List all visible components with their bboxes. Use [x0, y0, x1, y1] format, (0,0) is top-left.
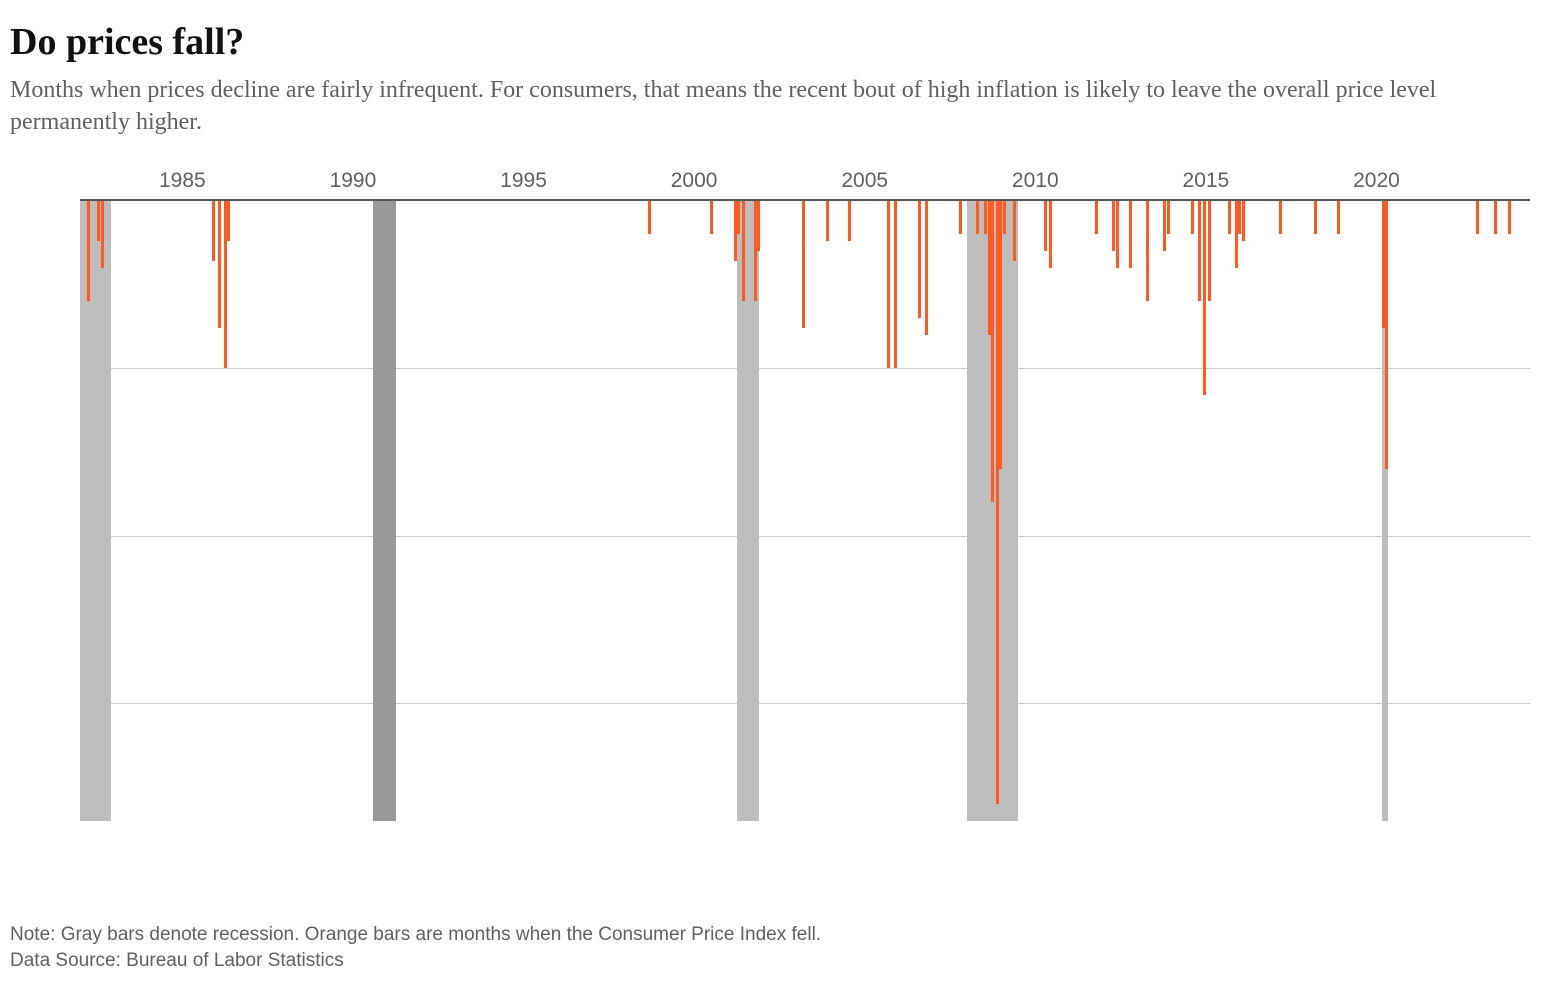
x-tick-label: 1985 [159, 169, 206, 193]
recession-band [80, 201, 111, 821]
price-decline-bar [894, 201, 897, 369]
price-decline-bar [802, 201, 805, 328]
x-tick-label: 1990 [330, 169, 377, 193]
price-decline-bar [1049, 201, 1052, 268]
price-decline-bar [742, 201, 745, 302]
price-decline-bar [1238, 201, 1241, 235]
price-decline-bar [1203, 201, 1206, 395]
price-decline-bar [1494, 201, 1497, 235]
price-decline-bar [1095, 201, 1098, 235]
price-decline-bar [1044, 201, 1047, 251]
gridline [80, 536, 1530, 537]
price-decline-bar [925, 201, 928, 335]
price-decline-bar [976, 201, 979, 235]
price-decline-bar [1508, 201, 1511, 235]
recession-band [373, 201, 395, 821]
x-tick-label: 2000 [671, 169, 718, 193]
price-decline-bar [1146, 201, 1149, 302]
price-decline-bar [959, 201, 962, 235]
price-decline-bar [1314, 201, 1317, 235]
price-decline-bar [999, 201, 1002, 469]
price-decline-bar [1208, 201, 1211, 302]
price-decline-bar [212, 201, 215, 261]
price-decline-bar [218, 201, 221, 328]
price-decline-bar [1167, 201, 1170, 235]
price-decline-bar [1003, 201, 1006, 235]
chart-title: Do prices fall? [10, 20, 1540, 64]
price-decline-bar [1191, 201, 1194, 235]
price-decline-bar [1228, 201, 1231, 235]
x-tick-label: 2010 [1012, 169, 1059, 193]
price-decline-bar [1279, 201, 1282, 235]
price-decline-bar [710, 201, 713, 235]
price-decline-bar [991, 201, 994, 503]
price-decline-bar [1242, 201, 1245, 241]
price-decline-bar [1129, 201, 1132, 268]
x-tick-label: 2020 [1353, 169, 1400, 193]
price-decline-bar [1337, 201, 1340, 235]
price-decline-bar [1116, 201, 1119, 268]
price-decline-bar [887, 201, 890, 369]
price-decline-bar [87, 201, 90, 302]
x-tick-label: 2015 [1183, 169, 1230, 193]
price-decline-bar [848, 201, 851, 241]
price-decline-bar [227, 201, 230, 241]
price-decline-bar [757, 201, 760, 251]
price-decline-bar [1013, 201, 1016, 261]
plot-area: −0.5%−1.0−1.5 [80, 199, 1530, 821]
price-decline-bar [1198, 201, 1201, 302]
chart-source: Data Source: Bureau of Labor Statistics [10, 950, 821, 972]
chart-area: 1985 1990 1995 2000 2005 2010 2015 2020 −0.5%−1… [80, 169, 1530, 821]
price-decline-bar [737, 201, 740, 235]
price-decline-bar [1385, 201, 1388, 469]
price-decline-bar [648, 201, 651, 235]
x-axis: 1985 1990 1995 2000 2005 2010 2015 2020 [80, 169, 1530, 199]
x-tick-label: 1995 [500, 169, 547, 193]
price-decline-bar [1476, 201, 1479, 235]
gridline [80, 703, 1530, 704]
gridline [80, 368, 1530, 369]
price-decline-bar [101, 201, 104, 268]
x-tick-label: 2005 [841, 169, 888, 193]
price-decline-bar [918, 201, 921, 318]
price-decline-bar [826, 201, 829, 241]
chart-footer: Note: Gray bars denote recession. Orange… [10, 920, 821, 972]
chart-note: Note: Gray bars denote recession. Orange… [10, 924, 821, 946]
chart-subtitle: Months when prices decline are fairly in… [10, 74, 1540, 139]
